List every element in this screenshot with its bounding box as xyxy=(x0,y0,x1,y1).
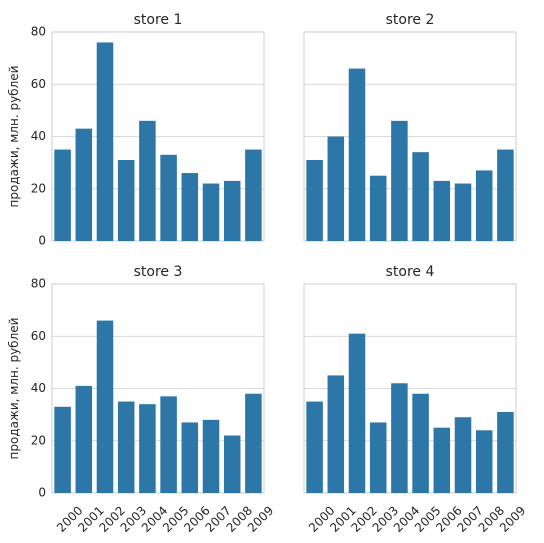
bar-2008 xyxy=(223,435,241,493)
bar-2004 xyxy=(391,120,408,241)
bar-2007 xyxy=(202,183,220,241)
bar-2002 xyxy=(96,42,114,242)
bar-2008 xyxy=(475,170,493,241)
bar-2000 xyxy=(54,149,71,241)
y-tick-label: 0 xyxy=(38,486,46,500)
chart-panel-1: store 1 0 20 40 60 80 продажи, млн. рублей xyxy=(7,12,265,248)
bar-2005 xyxy=(160,154,177,241)
bar-2002 xyxy=(348,333,366,493)
panel-title: store 3 xyxy=(134,264,183,280)
y-tick-label: 20 xyxy=(31,433,46,447)
bar-2002 xyxy=(348,68,366,241)
bar-2006 xyxy=(181,422,199,493)
bar-2009 xyxy=(497,412,514,493)
bar-2000 xyxy=(54,406,71,493)
bar-2005 xyxy=(160,396,177,493)
bar-2004 xyxy=(139,404,156,493)
bar-2009 xyxy=(245,149,262,241)
panel-title: store 2 xyxy=(386,12,435,28)
panel-title: store 4 xyxy=(386,264,435,280)
chart-panel-4: store 4200020012002200320042005200620072… xyxy=(303,264,528,535)
bar-2001 xyxy=(75,385,93,493)
bar-2005 xyxy=(412,393,429,493)
y-tick-label: 60 xyxy=(31,77,46,91)
y-tick-label: 80 xyxy=(31,25,46,39)
panel-title: store 1 xyxy=(134,12,183,28)
bar-2003 xyxy=(369,422,387,493)
y-tick-label: 0 xyxy=(38,234,46,248)
bar-2008 xyxy=(223,180,241,241)
chart-panel-2: store 2 xyxy=(303,12,517,242)
y-tick-label: 80 xyxy=(31,277,46,291)
bar-2006 xyxy=(433,427,451,493)
bar-2003 xyxy=(117,401,135,493)
bar-2006 xyxy=(181,173,199,241)
bar-2003 xyxy=(369,175,387,241)
bar-2004 xyxy=(139,120,156,241)
bar-2009 xyxy=(245,393,262,493)
y-tick-label: 60 xyxy=(31,329,46,343)
bar-2004 xyxy=(391,383,408,493)
bar-2001 xyxy=(327,375,345,493)
bar-2000 xyxy=(306,160,323,241)
bar-2000 xyxy=(306,401,323,493)
bar-2003 xyxy=(117,160,135,241)
bar-2001 xyxy=(75,128,93,241)
y-axis-label: продажи, млн. рублей xyxy=(7,318,21,460)
bar-2009 xyxy=(497,149,514,241)
y-tick-label: 40 xyxy=(31,381,46,395)
bar-2007 xyxy=(454,183,472,241)
bar-2007 xyxy=(202,419,220,493)
bar-2001 xyxy=(327,136,345,241)
bar-2002 xyxy=(96,320,114,493)
y-tick-label: 20 xyxy=(31,181,46,195)
bar-2008 xyxy=(475,430,493,493)
bar-2005 xyxy=(412,152,429,241)
bar-2007 xyxy=(454,417,472,493)
bar-2006 xyxy=(433,180,451,241)
y-axis-label: продажи, млн. рублей xyxy=(7,66,21,208)
y-tick-label: 40 xyxy=(31,129,46,143)
